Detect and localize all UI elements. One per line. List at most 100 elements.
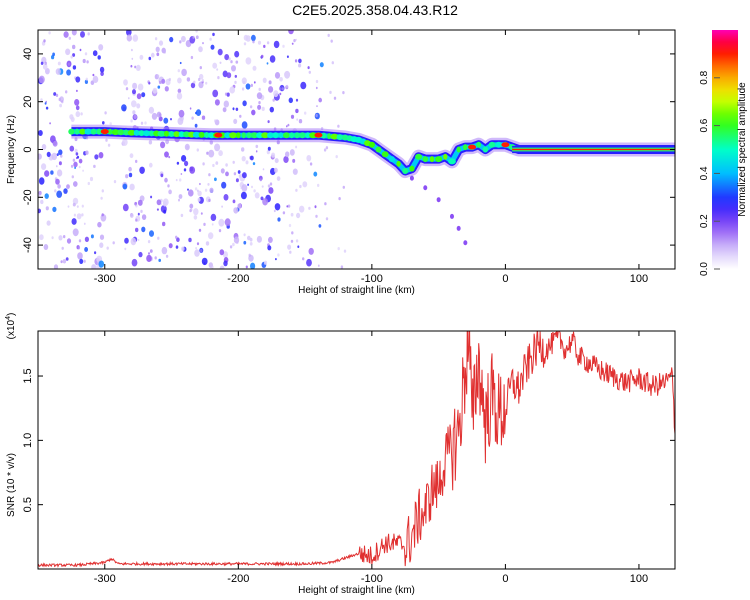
y-tick-label: 0.5 (22, 497, 34, 512)
noise-speck (284, 70, 291, 79)
ridge-blob (250, 132, 259, 139)
noise-speck (141, 92, 146, 98)
noise-speck (44, 102, 47, 105)
ridge-blob (443, 153, 448, 160)
y-tick-label: 20 (22, 96, 34, 108)
ridge-peak (314, 132, 323, 138)
noise-speck (208, 232, 214, 240)
noise-speck (224, 92, 228, 96)
noise-speck (266, 150, 270, 155)
noise-speck (250, 262, 256, 269)
noise-speck (245, 83, 251, 90)
noise-speck (134, 65, 137, 69)
noise-speck (43, 244, 49, 250)
noise-speck (44, 193, 49, 199)
noise-speck (156, 52, 160, 57)
noise-speck (233, 172, 237, 176)
noise-speck (92, 73, 95, 77)
noise-speck (196, 242, 200, 246)
noise-speck (132, 110, 136, 115)
noise-speck (73, 161, 78, 168)
ridge-blob (204, 132, 210, 138)
noise-speck (268, 187, 274, 194)
noise-speck (147, 240, 151, 244)
snr-series-line (38, 331, 675, 568)
noise-speck (226, 92, 230, 97)
noise-speck (318, 224, 322, 228)
noise-speck (223, 260, 228, 267)
noise-speck (308, 247, 314, 255)
noise-speck (180, 213, 184, 218)
noise-speck (274, 158, 279, 164)
noise-speck (272, 98, 275, 102)
ridge-blob (117, 129, 125, 136)
noise-speck (158, 40, 164, 46)
noise-speck (83, 259, 86, 263)
noise-speck (234, 80, 237, 84)
noise-speck (242, 100, 247, 107)
noise-speck (223, 100, 229, 108)
branch-dot (409, 175, 414, 181)
noise-speck (38, 75, 45, 84)
noise-speck (141, 226, 146, 233)
noise-speck (100, 196, 103, 200)
noise-speck (189, 166, 194, 172)
noise-speck (251, 109, 256, 116)
noise-speck (107, 143, 111, 147)
noise-speck (247, 183, 250, 186)
noise-speck (123, 79, 128, 86)
noise-speck (105, 138, 108, 142)
noise-speck (223, 194, 229, 201)
ridge-blob (79, 128, 86, 135)
noise-speck (235, 178, 239, 183)
noise-speck (217, 76, 220, 80)
noise-speck (55, 68, 61, 75)
ridge-peak (468, 144, 477, 150)
ridge-blob (283, 132, 290, 139)
noise-speck (279, 92, 282, 96)
noise-speck (245, 57, 252, 65)
noise-speck (255, 144, 259, 149)
noise-speck (188, 189, 194, 197)
noise-speck (289, 250, 292, 254)
noise-speck (157, 85, 161, 89)
noise-speck (181, 35, 186, 43)
noise-speck (253, 81, 256, 84)
noise-speck (279, 77, 283, 82)
noise-speck (233, 118, 238, 124)
noise-speck (130, 237, 137, 246)
noise-speck (186, 77, 191, 82)
ridge-blob (138, 130, 145, 137)
noise-speck (307, 66, 310, 70)
noise-speck (57, 61, 61, 66)
noise-speck (178, 109, 185, 118)
noise-speck (288, 30, 294, 35)
noise-speck (212, 62, 218, 69)
noise-speck (68, 36, 72, 40)
noise-speck (274, 203, 281, 211)
noise-speck (263, 44, 266, 49)
noise-speck (222, 70, 228, 78)
noise-speck (94, 251, 97, 255)
noise-speck (300, 81, 307, 90)
noise-speck (41, 163, 47, 171)
noise-speck (315, 86, 318, 90)
noise-speck (72, 202, 76, 207)
x-tick-label: 0 (502, 273, 508, 285)
noise-speck (257, 40, 262, 45)
noise-speck (92, 50, 98, 57)
noise-speck (102, 121, 105, 125)
noise-speck (291, 231, 294, 235)
ridge-peak (214, 132, 223, 138)
noise-speck (241, 121, 248, 129)
noise-speck (275, 258, 277, 261)
noise-speck (52, 206, 57, 213)
noise-speck (256, 235, 262, 243)
noise-speck (60, 260, 63, 264)
noise-speck (122, 138, 128, 146)
colorbar-tick-label: 0.4 (699, 166, 710, 180)
noise-speck (245, 265, 248, 269)
noise-speck (82, 169, 84, 172)
ridge-blob (448, 158, 456, 165)
noise-speck (195, 30, 198, 33)
